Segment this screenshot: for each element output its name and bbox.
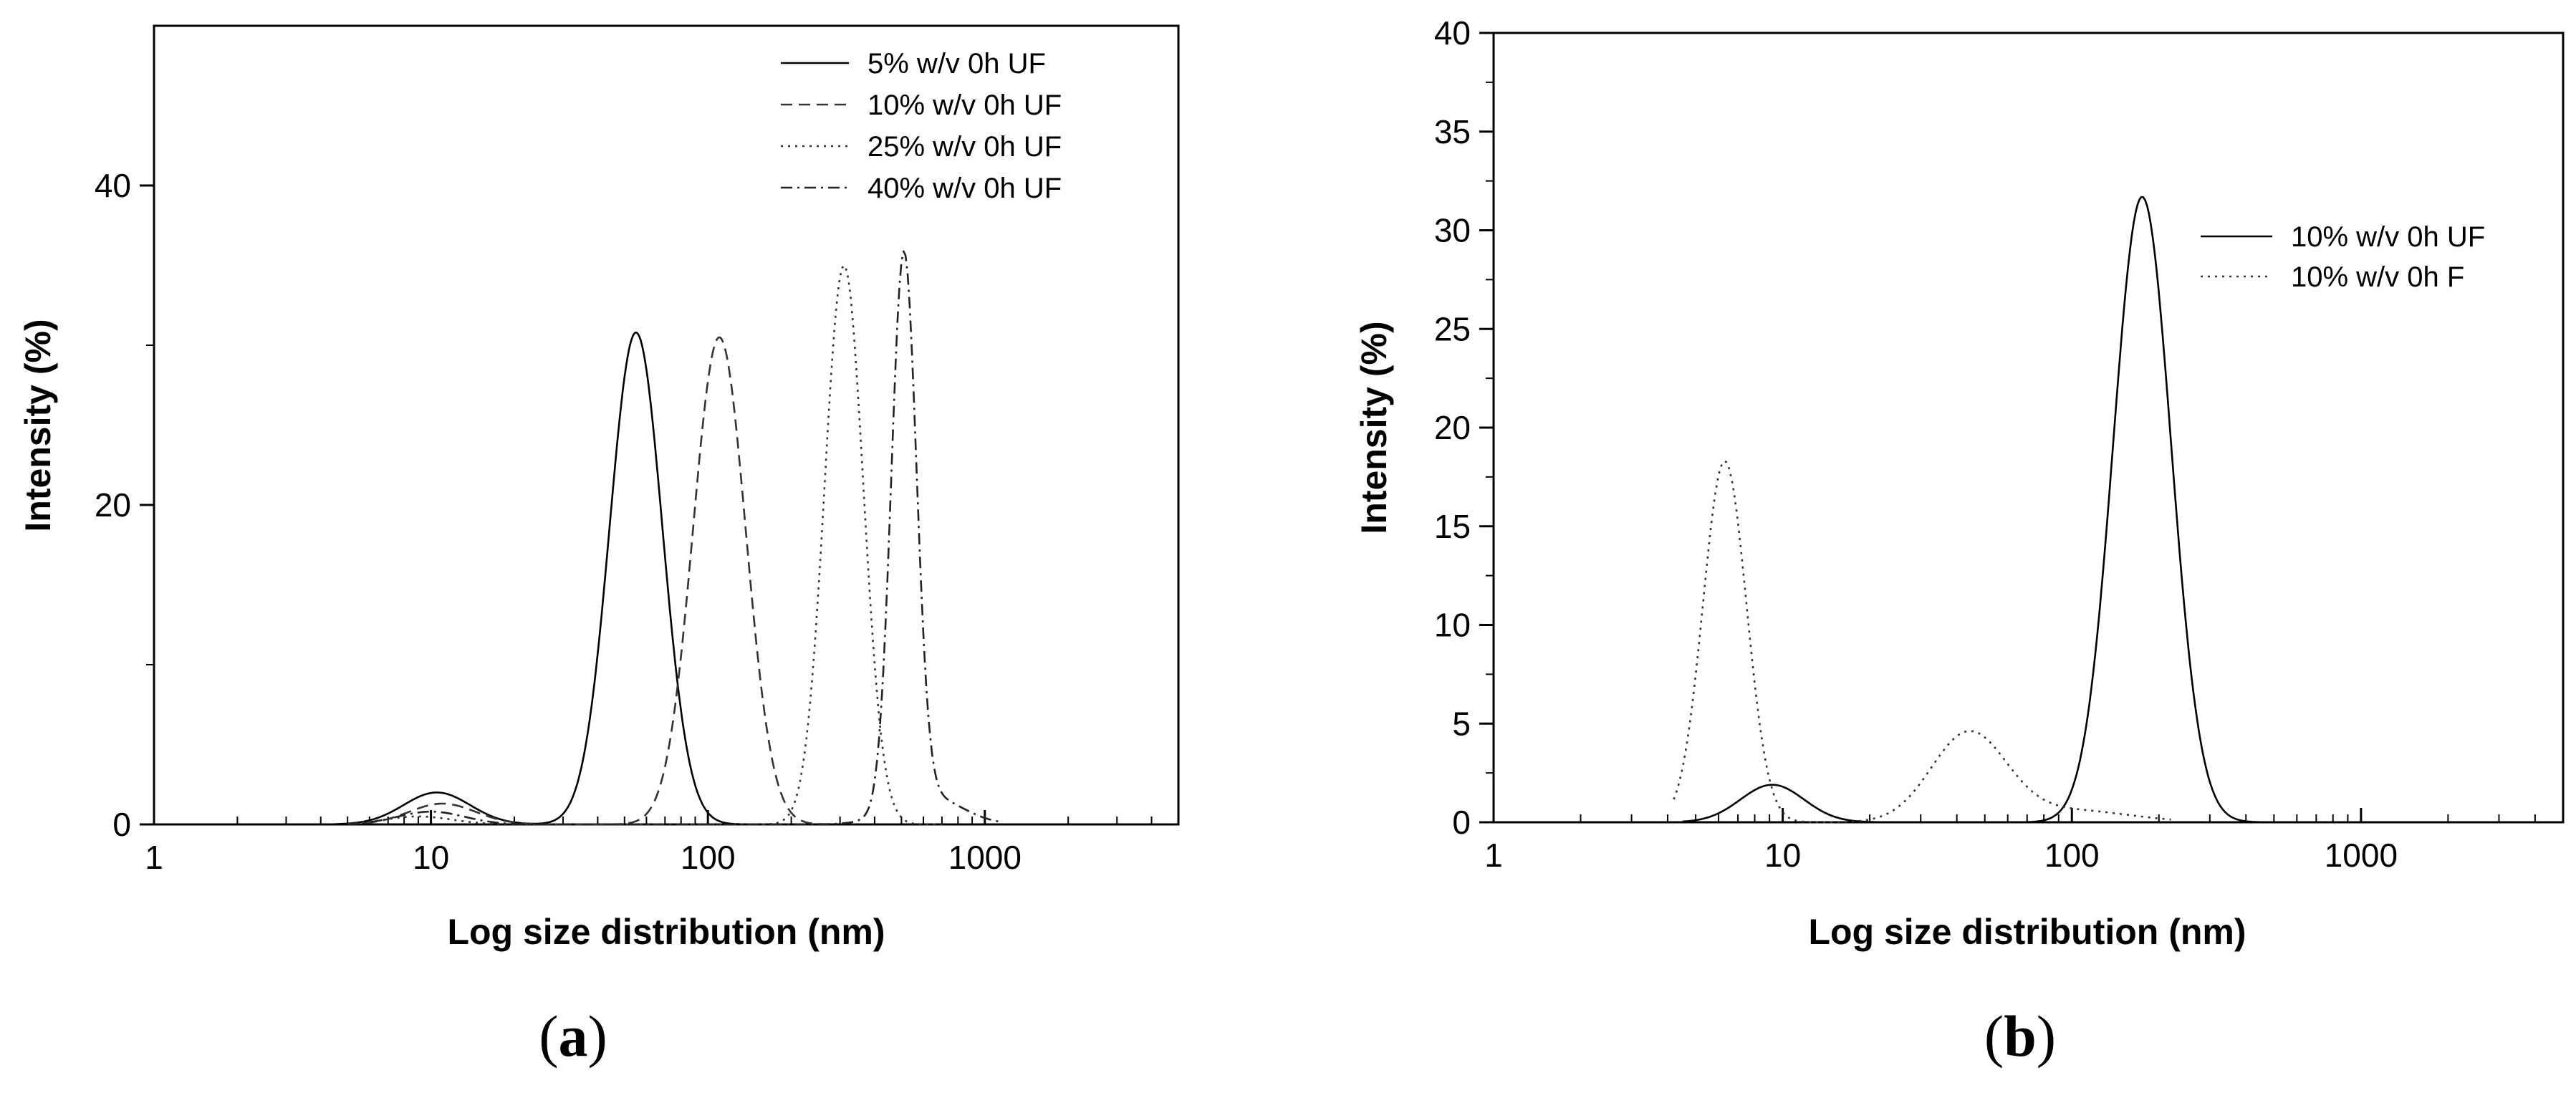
x-tick-label: 1 bbox=[1484, 837, 1503, 874]
plot-frame bbox=[1492, 32, 2565, 824]
y-tick-label: 15 bbox=[1434, 508, 1471, 545]
x-tick-label: 1000 bbox=[2325, 837, 2398, 874]
x-tick-label: 100 bbox=[681, 839, 736, 876]
panel-caption: (b) bbox=[1984, 1003, 2056, 1069]
y-tick-label: 20 bbox=[1434, 409, 1471, 446]
panel-b-chart: 1 10 100 1000 0 5 10 15 20 25 30 35 40 10% w/v 0h UF… bbox=[1354, 14, 2565, 1069]
x-axis-label: Log size distribution (nm) bbox=[1808, 912, 2246, 952]
x-tick-label: 1 bbox=[145, 839, 163, 876]
x-tick-label: 1000 bbox=[948, 839, 1022, 876]
y-tick-label: 40 bbox=[1434, 14, 1471, 52]
x-tick-label: 100 bbox=[2044, 837, 2100, 874]
legend-label: 25% w/v 0h UF bbox=[868, 131, 1062, 163]
series-line bbox=[335, 332, 757, 826]
y-tick-label: 35 bbox=[1434, 113, 1471, 150]
y-axis-label: Intensity (%) bbox=[1354, 321, 1394, 534]
series-line bbox=[347, 250, 1002, 826]
legend-label: 40% w/v 0h UF bbox=[868, 173, 1062, 204]
panel-a-chart: 1 10 100 1000 0 20 40 5% w/v 0h UF 10% w/v 0h U… bbox=[18, 24, 1180, 1069]
y-tick-label: 0 bbox=[1452, 804, 1471, 841]
caption-letter: b bbox=[2004, 1003, 2037, 1069]
legend-label: 5% w/v 0h UF bbox=[868, 48, 1046, 80]
y-tick-label: 0 bbox=[112, 806, 131, 843]
series-line bbox=[1682, 196, 2297, 824]
series-group bbox=[335, 250, 1002, 826]
x-tick-label: 10 bbox=[1764, 837, 1801, 874]
caption-letter: a bbox=[559, 1003, 588, 1069]
tick-group: 1 10 100 1000 0 20 40 bbox=[95, 167, 1153, 876]
legend-label: 10% w/v 0h F bbox=[2291, 261, 2464, 293]
legend: 10% w/v 0h UF 10% w/v 0h F bbox=[2201, 221, 2485, 293]
y-tick-label: 30 bbox=[1434, 212, 1471, 249]
y-tick-label: 20 bbox=[95, 486, 131, 524]
y-tick-label: 40 bbox=[95, 167, 131, 204]
plot-frame bbox=[153, 24, 1180, 826]
legend-label: 10% w/v 0h UF bbox=[2291, 221, 2485, 253]
series-group bbox=[1673, 196, 2297, 824]
legend-label: 10% w/v 0h UF bbox=[868, 90, 1062, 121]
y-tick-label: 25 bbox=[1434, 310, 1471, 347]
y-tick-label: 10 bbox=[1434, 607, 1471, 644]
panel-caption: (a) bbox=[539, 1003, 607, 1069]
y-axis-label: Intensity (%) bbox=[18, 319, 58, 531]
x-tick-label: 10 bbox=[413, 839, 449, 876]
series-line bbox=[347, 264, 942, 826]
tick-group: 1 10 100 1000 0 5 10 15 20 25 30 35 40 bbox=[1434, 14, 2536, 874]
legend: 5% w/v 0h UF 10% w/v 0h UF 25% w/v 0h UF 40… bbox=[781, 48, 1062, 204]
x-axis-label: Log size distribution (nm) bbox=[447, 912, 885, 952]
y-tick-label: 5 bbox=[1452, 705, 1471, 742]
